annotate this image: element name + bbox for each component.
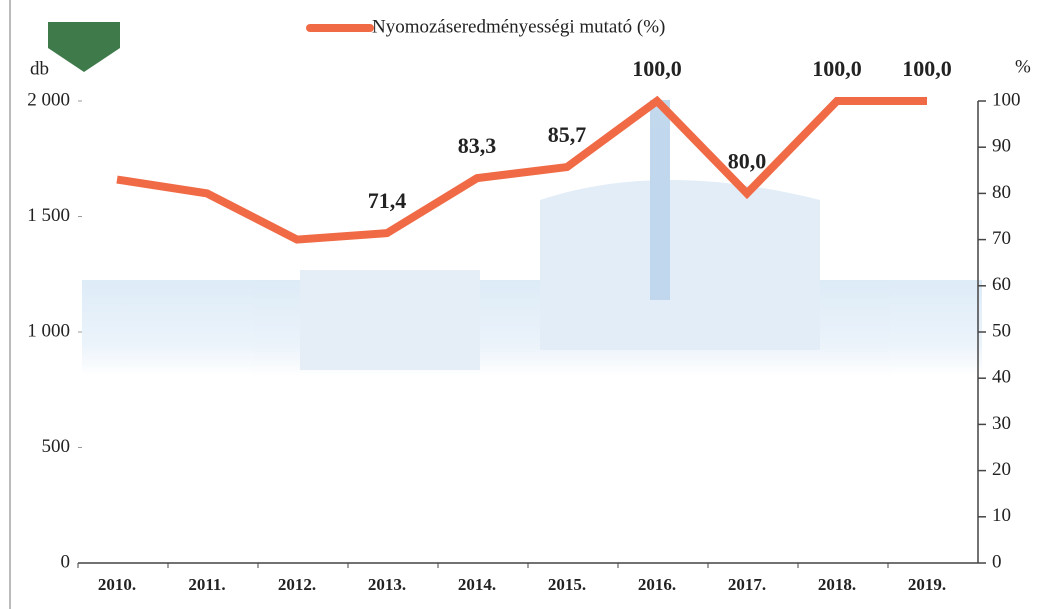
x-tick-label: 2012. (278, 575, 316, 594)
x-tick-label: 2015. (548, 575, 586, 594)
data-label: 100,0 (812, 56, 862, 81)
y2-tick-label: 100 (992, 89, 1021, 110)
y2-tick-label: 90 (992, 136, 1011, 157)
y2-tick-label: 50 (992, 320, 1011, 341)
y-tick-label: 500 (42, 436, 71, 457)
data-label: 80,0 (728, 148, 767, 173)
x-tick-label: 2013. (368, 575, 406, 594)
y2-axis-label: % (1015, 56, 1031, 77)
data-label: 100,0 (632, 56, 682, 81)
y-tick-label: 2 000 (27, 89, 70, 110)
data-label: 85,7 (548, 122, 587, 147)
x-tick-label: 2010. (98, 575, 136, 594)
y-axis-label: db (30, 58, 49, 79)
x-tick-label: 2018. (818, 575, 856, 594)
y2-tick-label: 30 (992, 413, 1011, 434)
y2-tick-label: 0 (992, 551, 1002, 572)
data-label: 83,3 (458, 133, 497, 158)
x-tick-label: 2019. (908, 575, 946, 594)
legend-label: Nyomozáseredményességi mutató (%) (372, 16, 665, 37)
data-label: 100,0 (902, 56, 952, 81)
chart: db % 0 500 1 000 1 500 2 000 0 10 20 30 40 50 60 70 8… (0, 0, 1045, 609)
y2-tick-label: 10 (992, 505, 1011, 526)
x-tick-label: 2014. (458, 575, 496, 594)
y2-tick-label: 80 (992, 182, 1011, 203)
data-label: 71,4 (368, 188, 407, 213)
x-tick-label: 2017. (728, 575, 766, 594)
y2-tick-label: 70 (992, 228, 1011, 249)
x-tick-label: 2016. (638, 575, 676, 594)
y-tick-label: 1 500 (27, 205, 70, 226)
y2-tick-label: 20 (992, 459, 1011, 480)
y-tick-label: 0 (61, 551, 71, 572)
x-tick-label: 2011. (188, 575, 225, 594)
y2-tick-label: 40 (992, 367, 1011, 388)
y-tick-label: 1 000 (27, 320, 70, 341)
y2-tick-label: 60 (992, 274, 1011, 295)
